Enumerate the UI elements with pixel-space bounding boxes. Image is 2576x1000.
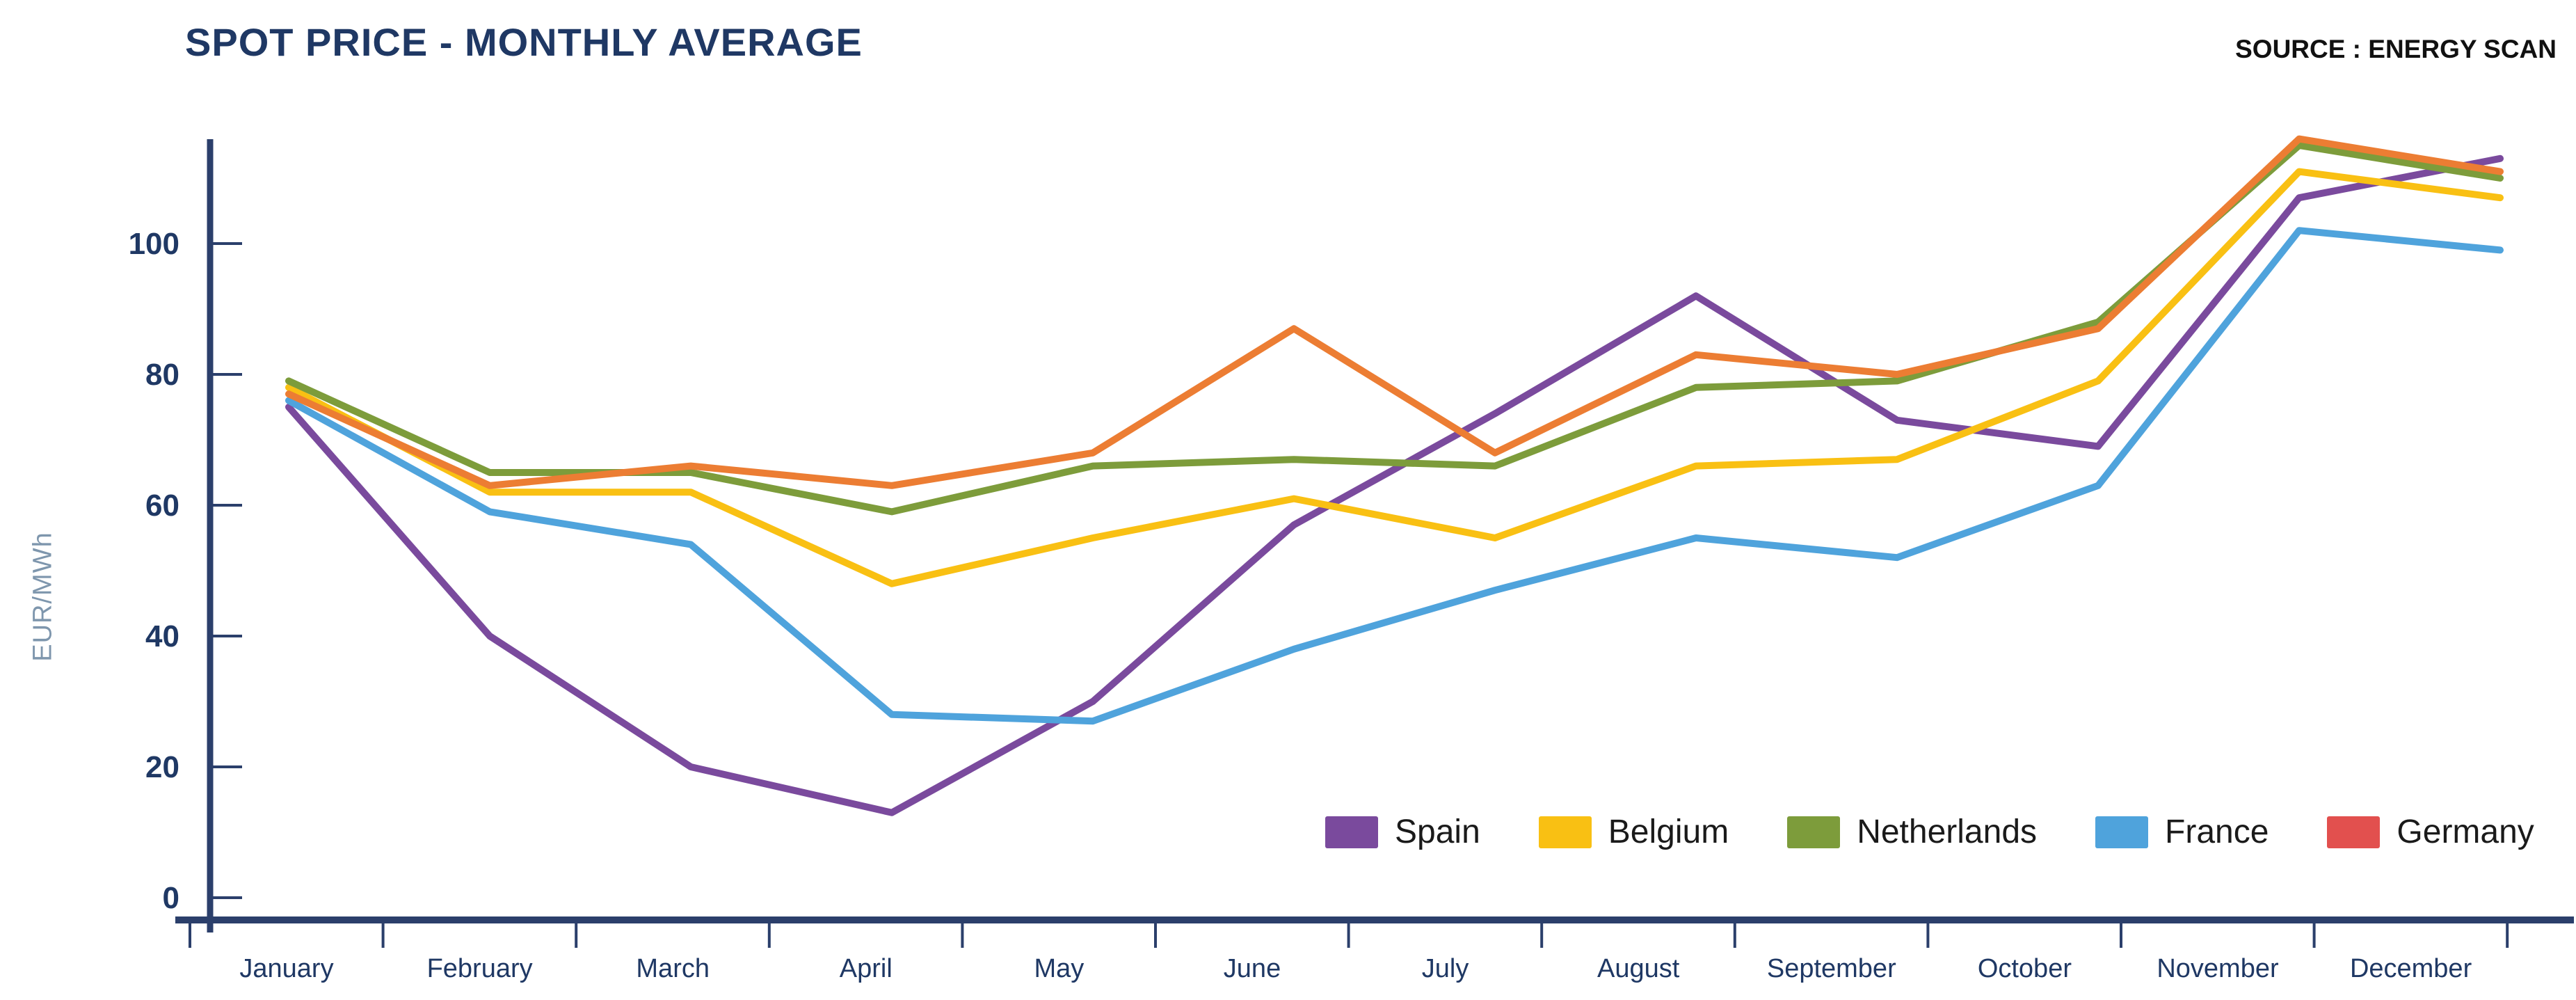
- legend-swatch-spain: [1325, 816, 1378, 848]
- legend-label: Germany: [2397, 814, 2534, 850]
- legend-swatch-france: [2095, 816, 2149, 848]
- legend-item-germany: Germany: [2327, 813, 2534, 851]
- x-axis-label: November: [2157, 954, 2279, 983]
- legend-swatch-belgium: [1538, 816, 1592, 848]
- x-axis-label: May: [1034, 954, 1085, 983]
- x-axis-label: February: [427, 954, 533, 983]
- page-title: SPOT PRICE - MONTHLY AVERAGE: [185, 20, 863, 64]
- x-axis-label: June: [1224, 954, 1281, 983]
- legend-item-france: France: [2095, 813, 2269, 851]
- series-line-netherlands: [285, 142, 2504, 516]
- legend: Spain Belgium Netherlands France Germany: [1325, 813, 2534, 851]
- y-tick-label: 60: [145, 489, 179, 523]
- x-axis-label: January: [239, 954, 333, 983]
- series-line-france: [285, 227, 2504, 725]
- legend-label: France: [2165, 814, 2269, 850]
- legend-swatch-germany: [2327, 816, 2381, 848]
- legend-item-belgium: Belgium: [1538, 813, 1729, 851]
- legend-item-netherlands: Netherlands: [1787, 813, 2037, 851]
- legend-label: Netherlands: [1857, 814, 2038, 850]
- x-axis-label: April: [840, 954, 893, 983]
- legend-label: Spain: [1395, 814, 1480, 850]
- y-tick-label: 80: [145, 358, 179, 392]
- y-tick-label: 0: [163, 881, 179, 915]
- y-tick-label: 20: [145, 750, 179, 784]
- x-axis-label: July: [1422, 954, 1469, 983]
- legend-label: Belgium: [1608, 814, 1729, 850]
- series-line-germany: [285, 135, 2504, 489]
- legend-item-spain: Spain: [1325, 813, 1480, 851]
- x-axis-label: October: [1978, 954, 2072, 983]
- legend-swatch-netherlands: [1787, 816, 1841, 848]
- y-tick-label: 40: [145, 619, 179, 653]
- x-axis-label: August: [1597, 954, 1680, 983]
- series-line-belgium: [285, 168, 2504, 587]
- x-axis-label: December: [2350, 954, 2472, 983]
- source-label: SOURCE : ENERGY SCAN: [2235, 35, 2557, 63]
- x-axis-label: March: [636, 954, 710, 983]
- x-axis-label: September: [1767, 954, 1896, 983]
- y-tick-label: 100: [129, 227, 179, 261]
- series-line-spain: [285, 154, 2504, 816]
